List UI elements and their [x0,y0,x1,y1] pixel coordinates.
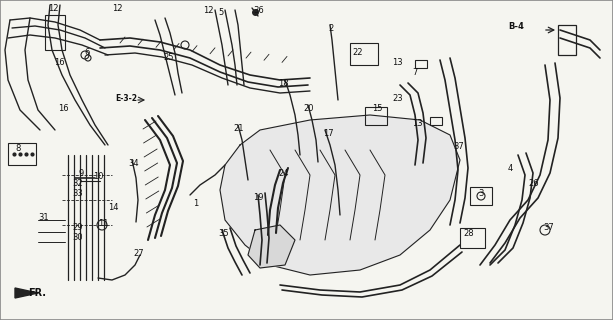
Bar [470,187,492,205]
Text: 22: 22 [352,47,362,57]
Text: E-3-2: E-3-2 [115,93,137,102]
Text: 11: 11 [98,219,109,228]
Text: 17: 17 [323,129,333,138]
Text: 9: 9 [78,169,83,178]
Text: 36: 36 [253,5,264,14]
Bar [460,228,485,248]
Bar [558,25,576,55]
Bar [350,43,378,65]
Text: 2: 2 [328,23,333,33]
Text: 37: 37 [543,223,554,233]
Text: 10: 10 [93,172,104,180]
Text: 32: 32 [72,179,83,188]
Text: 12: 12 [203,5,213,14]
Text: B-4: B-4 [508,21,524,30]
Text: 31: 31 [38,213,48,222]
Text: 8: 8 [15,143,20,153]
Text: 30: 30 [72,234,83,243]
Text: 25: 25 [163,52,173,61]
Text: 12: 12 [48,4,58,12]
Text: 37: 37 [453,141,464,150]
Bar [365,107,387,125]
Text: 16: 16 [54,58,64,67]
Text: 23: 23 [392,93,403,102]
Bar [415,60,427,68]
Text: 21: 21 [233,124,243,132]
Text: 20: 20 [303,103,313,113]
Text: 14: 14 [108,204,118,212]
Text: 5: 5 [218,7,223,17]
Text: 19: 19 [253,194,264,203]
Bar [430,117,442,125]
Text: 29: 29 [72,223,83,233]
Polygon shape [220,115,460,275]
Text: 3: 3 [478,188,484,197]
Text: 13: 13 [412,118,422,127]
Text: 24: 24 [278,169,289,178]
Text: 4: 4 [508,164,513,172]
Text: 33: 33 [72,188,83,197]
Text: 7: 7 [412,68,417,76]
Text: 18: 18 [278,78,289,87]
Polygon shape [248,225,295,268]
Polygon shape [15,288,38,298]
Text: 1: 1 [193,198,198,207]
Text: 27: 27 [133,249,143,258]
Text: 13: 13 [392,58,403,67]
Text: 12: 12 [112,4,123,12]
Text: FR.: FR. [28,288,46,298]
Text: 16: 16 [58,103,69,113]
Text: 6: 6 [84,47,89,57]
Text: 28: 28 [463,228,474,237]
Text: 34: 34 [128,158,139,167]
Bar [45,15,65,50]
Text: 35: 35 [218,228,229,237]
Text: 15: 15 [372,103,383,113]
Text: 26: 26 [528,179,539,188]
Bar [8,143,36,165]
